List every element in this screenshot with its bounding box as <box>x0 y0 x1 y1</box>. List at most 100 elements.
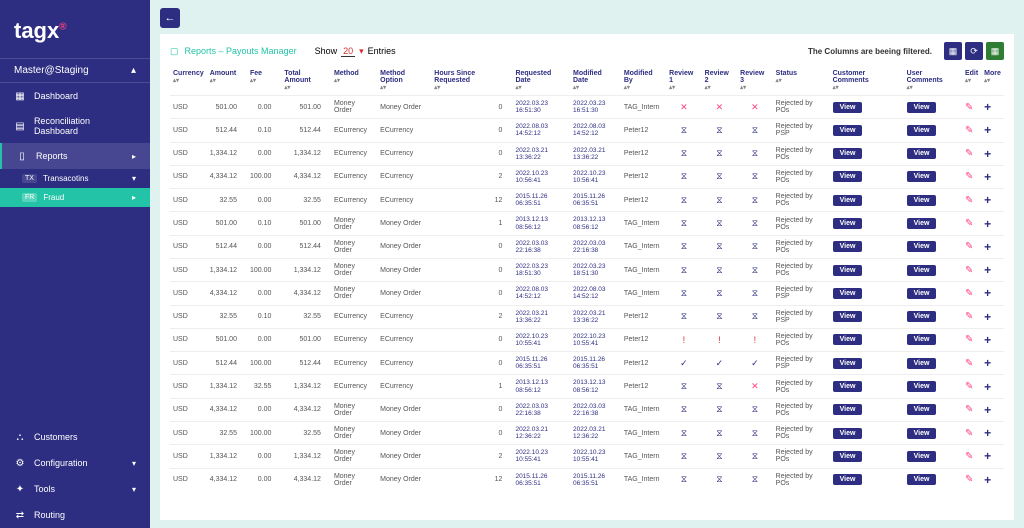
more-icon[interactable]: + <box>984 100 991 114</box>
review-2-icon[interactable]: ⧖ <box>702 375 738 398</box>
review-1-icon[interactable]: ⧖ <box>666 165 702 188</box>
review-2-icon[interactable]: ⧖ <box>702 468 738 491</box>
review-2-icon[interactable]: ⧖ <box>702 282 738 305</box>
review-1-icon[interactable]: ✕ <box>666 96 702 119</box>
view-customer-comments-button[interactable]: View <box>833 148 863 159</box>
edit-icon[interactable]: ✎ <box>965 358 973 369</box>
review-3-icon[interactable]: ⧖ <box>737 212 773 235</box>
nav-customers[interactable]: ⛬Customers <box>0 424 150 450</box>
view-user-comments-button[interactable]: View <box>907 381 937 392</box>
review-3-icon[interactable]: ⧖ <box>737 165 773 188</box>
more-icon[interactable]: + <box>984 310 991 324</box>
more-icon[interactable]: + <box>984 263 991 277</box>
view-user-comments-button[interactable]: View <box>907 311 937 322</box>
review-3-icon[interactable]: ⧖ <box>737 142 773 165</box>
nav-configuration[interactable]: ⚙Configuration▾ <box>0 450 150 476</box>
edit-icon[interactable]: ✎ <box>965 428 973 439</box>
review-1-icon[interactable]: ⧖ <box>666 375 702 398</box>
more-icon[interactable]: + <box>984 193 991 207</box>
nav-tools[interactable]: ✦Tools▾ <box>0 476 150 502</box>
more-icon[interactable]: + <box>984 473 991 487</box>
more-icon[interactable]: + <box>984 403 991 417</box>
col-header[interactable]: Review 2▴▾ <box>702 66 738 96</box>
review-2-icon[interactable]: ⧖ <box>702 189 738 212</box>
review-2-icon[interactable]: ⧖ <box>702 398 738 421</box>
review-1-icon[interactable]: ⧖ <box>666 305 702 328</box>
nav-dashboard[interactable]: ▦Dashboard <box>0 83 150 109</box>
review-3-icon[interactable]: ⧖ <box>737 282 773 305</box>
more-icon[interactable]: + <box>984 380 991 394</box>
review-3-icon[interactable]: ⧖ <box>737 421 773 444</box>
col-header[interactable]: Method Option▴▾ <box>377 66 431 96</box>
view-user-comments-button[interactable]: View <box>907 288 937 299</box>
view-user-comments-button[interactable]: View <box>907 358 937 369</box>
nav-routing[interactable]: ⇄Routing <box>0 502 150 528</box>
more-icon[interactable]: + <box>984 240 991 254</box>
review-2-icon[interactable]: ⧖ <box>702 165 738 188</box>
review-2-icon[interactable]: ⧖ <box>702 235 738 258</box>
review-2-icon[interactable]: ⧖ <box>702 421 738 444</box>
review-2-icon[interactable]: ⧖ <box>702 258 738 281</box>
back-button[interactable]: ← <box>160 8 180 28</box>
edit-icon[interactable]: ✎ <box>965 404 973 415</box>
table-wrap[interactable]: Currency▴▾Amount▴▾Fee▴▾Total Amount▴▾Met… <box>170 66 1004 512</box>
edit-icon[interactable]: ✎ <box>965 474 973 485</box>
edit-icon[interactable]: ✎ <box>965 334 973 345</box>
review-1-icon[interactable]: ⧖ <box>666 398 702 421</box>
review-2-icon[interactable]: ⧖ <box>702 445 738 468</box>
view-customer-comments-button[interactable]: View <box>833 474 863 485</box>
view-customer-comments-button[interactable]: View <box>833 311 863 322</box>
review-3-icon[interactable]: ⧖ <box>737 445 773 468</box>
view-user-comments-button[interactable]: View <box>907 148 937 159</box>
review-1-icon[interactable]: ⧖ <box>666 142 702 165</box>
view-user-comments-button[interactable]: View <box>907 195 937 206</box>
edit-icon[interactable]: ✎ <box>965 171 973 182</box>
edit-icon[interactable]: ✎ <box>965 195 973 206</box>
nav-reports[interactable]: ▯Reports▸ <box>0 143 150 169</box>
more-icon[interactable]: + <box>984 426 991 440</box>
review-3-icon[interactable]: ✕ <box>737 375 773 398</box>
review-2-icon[interactable]: ✕ <box>702 96 738 119</box>
edit-icon[interactable]: ✎ <box>965 148 973 159</box>
view-user-comments-button[interactable]: View <box>907 102 937 113</box>
review-3-icon[interactable]: ⧖ <box>737 189 773 212</box>
review-2-icon[interactable]: ⧖ <box>702 305 738 328</box>
edit-icon[interactable]: ✎ <box>965 241 973 252</box>
review-1-icon[interactable]: ⧖ <box>666 468 702 491</box>
col-header[interactable]: Hours Since Requested▴▾ <box>431 66 512 96</box>
edit-icon[interactable]: ✎ <box>965 125 973 136</box>
nav-reconciliation[interactable]: ▤Reconciliation Dashboard <box>0 109 150 143</box>
view-customer-comments-button[interactable]: View <box>833 451 863 462</box>
col-header[interactable]: Currency▴▾ <box>170 66 207 96</box>
view-user-comments-button[interactable]: View <box>907 334 937 345</box>
more-icon[interactable]: + <box>984 123 991 137</box>
review-3-icon[interactable]: ⧖ <box>737 258 773 281</box>
entries-selector[interactable]: Show 20 ▾ Entries <box>315 46 396 57</box>
view-user-comments-button[interactable]: View <box>907 428 937 439</box>
more-icon[interactable]: + <box>984 449 991 463</box>
review-3-icon[interactable]: ⧖ <box>737 305 773 328</box>
col-header[interactable]: Customer Comments▴▾ <box>830 66 904 96</box>
tenant-selector[interactable]: Master@Staging▴ <box>0 58 150 83</box>
review-3-icon[interactable]: ⧖ <box>737 235 773 258</box>
more-icon[interactable]: + <box>984 356 991 370</box>
view-customer-comments-button[interactable]: View <box>833 428 863 439</box>
edit-icon[interactable]: ✎ <box>965 102 973 113</box>
review-1-icon[interactable]: ⧖ <box>666 189 702 212</box>
more-icon[interactable]: + <box>984 147 991 161</box>
view-customer-comments-button[interactable]: View <box>833 334 863 345</box>
review-1-icon[interactable]: ✓ <box>666 352 702 375</box>
review-3-icon[interactable]: ✕ <box>737 96 773 119</box>
view-customer-comments-button[interactable]: View <box>833 125 863 136</box>
review-3-icon[interactable]: ⧖ <box>737 468 773 491</box>
more-icon[interactable]: + <box>984 170 991 184</box>
col-header[interactable]: Edit▴▾ <box>962 66 981 96</box>
view-user-comments-button[interactable]: View <box>907 451 937 462</box>
view-user-comments-button[interactable]: View <box>907 404 937 415</box>
edit-icon[interactable]: ✎ <box>965 451 973 462</box>
review-1-icon[interactable]: ⧖ <box>666 119 702 142</box>
view-user-comments-button[interactable]: View <box>907 474 937 485</box>
view-customer-comments-button[interactable]: View <box>833 171 863 182</box>
more-icon[interactable]: + <box>984 333 991 347</box>
review-1-icon[interactable]: ⧖ <box>666 212 702 235</box>
